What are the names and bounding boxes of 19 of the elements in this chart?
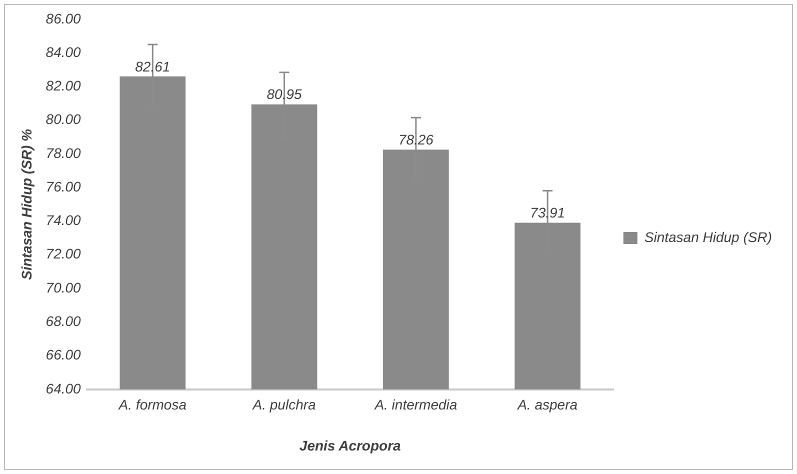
x-tick-label: A. aspera [516, 396, 578, 413]
x-tick-label: A. formosa [118, 396, 187, 413]
y-tick-label: 86.00 [46, 10, 82, 26]
y-tick-label: 70.00 [46, 279, 82, 296]
y-tick-label: 80.00 [46, 111, 82, 128]
y-tick-label: 68.00 [46, 313, 82, 330]
y-axis-title: Sintasan Hidup (SR) % [18, 128, 34, 280]
y-tick-label: 64.00 [46, 380, 82, 396]
y-tick-label: 66.00 [46, 346, 82, 363]
y-tick-label: 82.00 [46, 78, 82, 94]
x-axis-title: Jenis Acropora [299, 437, 402, 454]
y-tick-label: 76.00 [46, 178, 82, 194]
x-tick-label: A. intermedia [374, 396, 458, 413]
y-tick-label: 78.00 [46, 144, 82, 161]
y-tick-label: 72.00 [46, 246, 82, 262]
x-tick-label: A. pulchra [252, 396, 316, 413]
y-tick-label: 84.00 [46, 44, 82, 60]
legend-label: Sintasan Hidup (SR) [644, 228, 772, 245]
y-tick-label: 74.00 [46, 212, 82, 228]
